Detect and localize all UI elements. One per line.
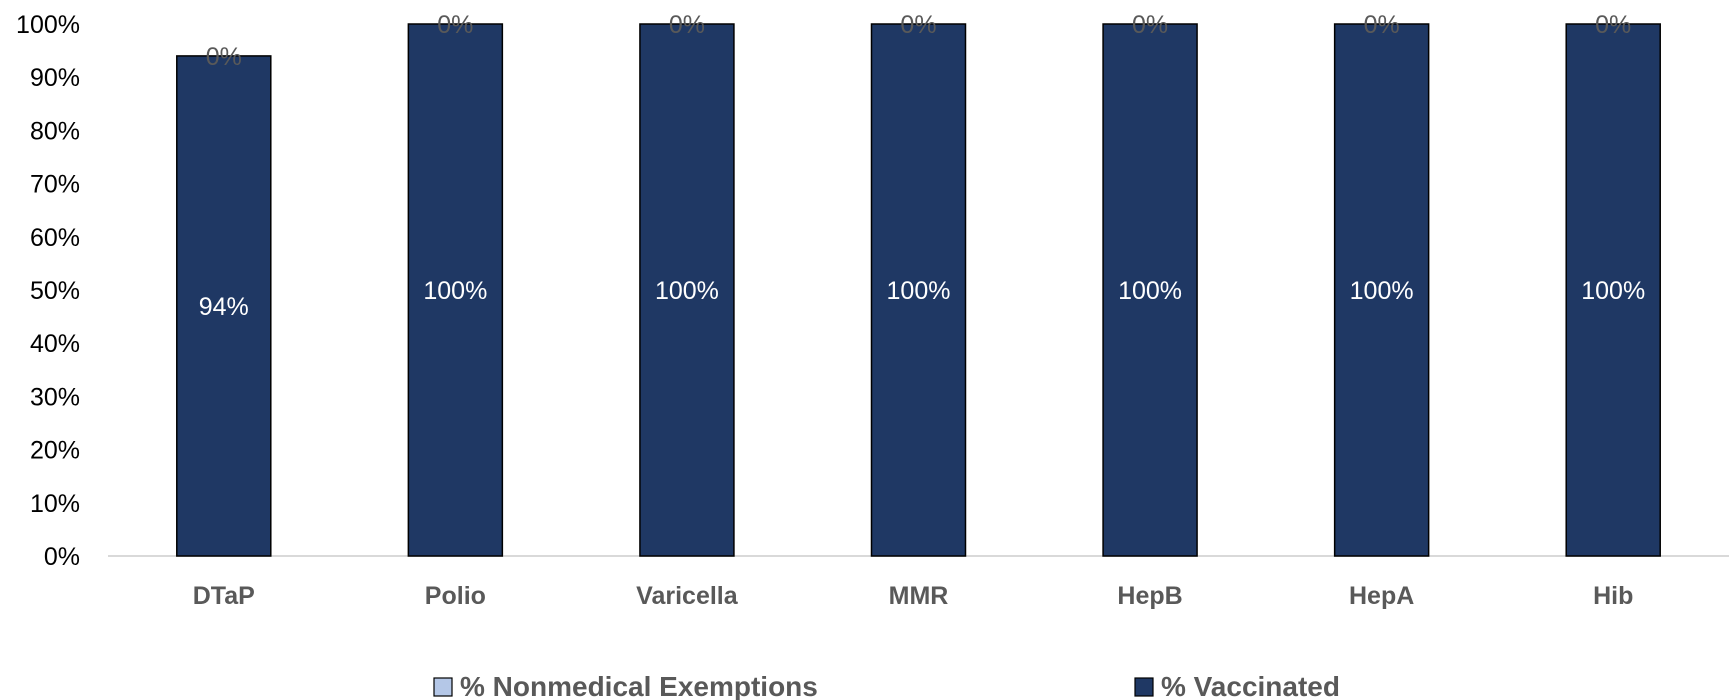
data-label-exemptions: 0%	[669, 11, 705, 39]
data-label-vaccinated: 100%	[1581, 277, 1645, 305]
x-category-label: Polio	[425, 582, 486, 610]
y-tick-label: 40%	[30, 330, 80, 358]
legend-swatch	[1134, 677, 1154, 697]
data-label-exemptions: 0%	[437, 11, 473, 39]
bar-vaccinated	[639, 23, 735, 557]
data-label-exemptions: 0%	[206, 43, 242, 71]
data-label-vaccinated: 100%	[1350, 277, 1414, 305]
y-tick-label: 100%	[16, 11, 80, 39]
y-tick-label: 10%	[30, 490, 80, 518]
x-category-label: HepA	[1349, 582, 1414, 610]
y-tick-label: 70%	[30, 171, 80, 199]
data-label-vaccinated: 100%	[655, 277, 719, 305]
x-category-label: Varicella	[636, 582, 739, 610]
data-label-exemptions: 0%	[1364, 11, 1400, 39]
legend-label: % Nonmedical Exemptions	[460, 671, 818, 700]
bar-vaccinated	[870, 23, 967, 557]
data-label-exemptions: 0%	[1595, 11, 1631, 39]
bars-group: 94% 0% 100% 0% 100% 0% 100% 0% 100% 0% 100% 0% 100% 0…	[176, 11, 1661, 557]
bar-vaccinated	[1565, 23, 1661, 557]
bar-vaccinated	[1102, 23, 1198, 557]
bar-vaccinated	[407, 23, 504, 557]
legend-label: % Vaccinated	[1161, 671, 1340, 700]
data-label-vaccinated: 94%	[199, 293, 249, 321]
legend: % Nonmedical Exemptions % Vaccinated	[433, 671, 1340, 700]
x-category-label: DTaP	[193, 582, 255, 610]
legend-swatch	[433, 677, 453, 697]
data-label-exemptions: 0%	[900, 11, 936, 39]
y-tick-label: 50%	[30, 277, 80, 305]
data-label-vaccinated: 100%	[423, 277, 487, 305]
x-category-label: Hib	[1593, 582, 1633, 610]
y-tick-label: 60%	[30, 224, 80, 252]
y-tick-label: 30%	[30, 383, 80, 411]
y-tick-label: 90%	[30, 64, 80, 92]
x-category-label: MMR	[889, 582, 949, 610]
data-label-vaccinated: 100%	[1118, 277, 1182, 305]
y-tick-label: 0%	[44, 543, 80, 571]
y-axis: 0% 10% 20% 30% 40% 50% 60% 70% 80% 90% 100%	[16, 11, 80, 571]
y-tick-label: 80%	[30, 117, 80, 145]
y-tick-label: 20%	[30, 437, 80, 465]
bar-vaccinated	[1333, 23, 1430, 557]
bar-vaccinated	[176, 55, 272, 557]
x-axis-category-labels: DTaP Polio Varicella MMR HepB HepA Hib	[193, 582, 1634, 610]
data-label-exemptions: 0%	[1132, 11, 1168, 39]
data-label-vaccinated: 100%	[887, 277, 951, 305]
x-category-label: HepB	[1117, 582, 1182, 610]
